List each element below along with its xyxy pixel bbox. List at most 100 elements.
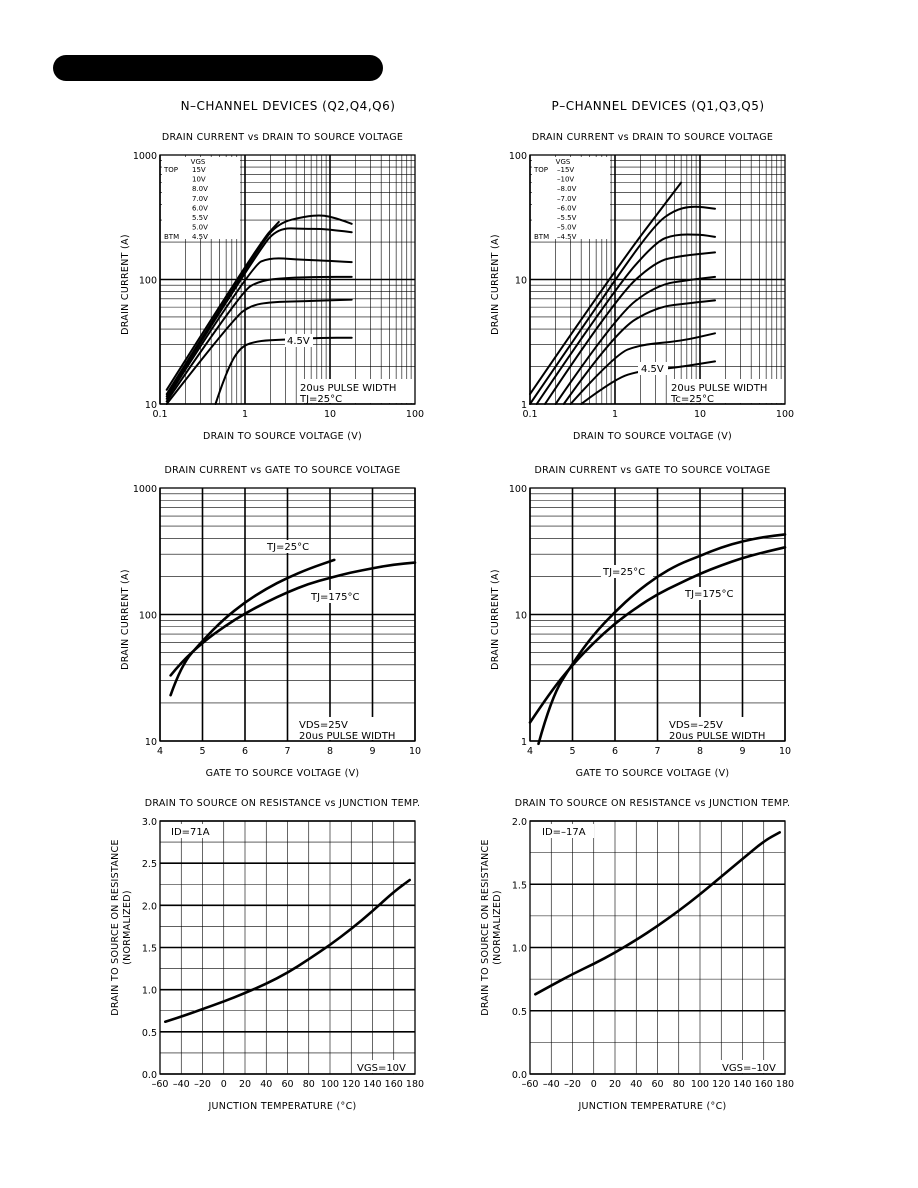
note-background (668, 379, 784, 403)
y-tick-label: 2.0 (142, 901, 157, 912)
chart-annotation: TJ=175°C (310, 592, 360, 603)
x-axis-label: DRAIN TO SOURCE VOLTAGE (V) (573, 431, 732, 442)
x-tick-label: 7 (284, 746, 290, 757)
chart-title: DRAIN CURRENT vs GATE TO SOURCE VOLTAGE (534, 465, 770, 476)
legend-entry: –7.0V (557, 195, 577, 203)
y-axis-label: DRAIN CURRENT (A) (490, 569, 501, 670)
legend-entry: 4.5V (192, 233, 208, 241)
x-tick-label: 0 (221, 1079, 227, 1090)
x-tick-label: 4 (527, 746, 533, 757)
label-background (601, 565, 653, 578)
legend-title: VGS (556, 158, 571, 166)
chart-title: DRAIN TO SOURCE ON RESISTANCE vs JUNCTIO… (145, 798, 421, 809)
legend-tag: TOP (533, 166, 548, 174)
x-tick-label: 60 (281, 1079, 293, 1090)
x-tick-label: 160 (755, 1079, 773, 1090)
x-tick-label: –60 (522, 1079, 539, 1090)
chart-annotation: ID=71A (171, 827, 210, 838)
y-axis-label: DRAIN CURRENT (A) (120, 569, 131, 670)
label-background (683, 587, 741, 600)
y-tick-label: 1.5 (142, 944, 157, 955)
chart-title: DRAIN CURRENT vs GATE TO SOURCE VOLTAGE (164, 465, 400, 476)
chart-annotation: VDS=25V (299, 720, 348, 731)
legend-tag: TOP (163, 166, 178, 174)
x-tick-label: 80 (673, 1079, 685, 1090)
x-tick-label: 140 (363, 1079, 381, 1090)
label-background (285, 334, 313, 347)
x-tick-label: 10 (324, 409, 336, 420)
y-tick-label: 100 (139, 276, 157, 287)
series-line-3 (535, 233, 716, 405)
series-line-2 (529, 205, 716, 405)
chart-annotation: 20us PULSE WIDTH (671, 383, 767, 394)
x-axis-label: JUNCTION TEMPERATURE (°C) (207, 1101, 356, 1112)
y-tick-label: 0.0 (142, 1070, 157, 1081)
chart-annotation: TJ=25°C (602, 567, 645, 578)
series-line-1 (164, 878, 411, 1023)
series-line-2 (165, 214, 353, 396)
series-line-6 (562, 299, 716, 405)
chart-title: DRAIN TO SOURCE ON RESISTANCE vs JUNCTIO… (515, 798, 791, 809)
y-tick-label: 2.5 (142, 859, 157, 870)
plot-frame (529, 487, 786, 742)
chart-p-transfer: 4 5 6 7 8 9 10 1 10 100 DRAIN CURRENT vs GATE TO S… (490, 465, 791, 779)
x-tick-label: 0 (591, 1079, 597, 1090)
y-tick-label: 0.5 (512, 1007, 527, 1018)
x-tick-label: 8 (327, 746, 333, 757)
x-tick-label: 140 (733, 1079, 751, 1090)
legend-entry: –5.5V (557, 214, 577, 222)
y-tick-label: 1.0 (142, 986, 157, 997)
chart-annotation: TJ=175°C (684, 589, 734, 600)
legend-background (532, 157, 610, 239)
x-tick-label: 10 (779, 746, 791, 757)
legend-title: VGS (191, 158, 206, 166)
legend-entry: –6.0V (557, 204, 577, 212)
label-background (309, 590, 367, 603)
note-background (667, 717, 784, 740)
plot-frame (529, 820, 786, 1075)
note-background (297, 717, 413, 740)
series-line-3 (165, 227, 353, 398)
legend-entry: –10V (557, 176, 574, 184)
chart-annotation: ID=–17A (542, 827, 586, 838)
x-tick-label: 120 (342, 1079, 360, 1090)
x-tick-label: –20 (194, 1079, 211, 1090)
chart-annotation: 20us PULSE WIDTH (299, 731, 395, 742)
chart-title: DRAIN CURRENT vs DRAIN TO SOURCE VOLTAGE (162, 132, 403, 143)
y-tick-label: 0.5 (142, 1028, 157, 1039)
series-line-4 (544, 251, 716, 405)
y-tick-label: 2.0 (512, 817, 527, 828)
legend-entry: 7.0V (192, 195, 208, 203)
x-tick-label: 100 (406, 409, 424, 420)
y-tick-label: 10 (515, 611, 527, 622)
y-tick-label: 10 (145, 400, 157, 411)
x-axis-label: GATE TO SOURCE VOLTAGE (V) (206, 768, 360, 779)
legend-background (162, 157, 240, 239)
plot-frame (159, 154, 416, 405)
y-tick-label: 0.0 (512, 1070, 527, 1081)
x-tick-label: 5 (569, 746, 575, 757)
chart-annotation: VGS=10V (357, 1063, 406, 1074)
chart-annotation: VDS=–25V (669, 720, 723, 731)
chart-annotation: TJ=25°C (266, 542, 309, 553)
chart-n-rdson: –60 –40 –20 0 20 40 60 80 100 120 140 160 180 0.0 0.5 1… (110, 798, 424, 1112)
chart-annotation: 20us PULSE WIDTH (669, 731, 765, 742)
y-axis-label: DRAIN TO SOURCE ON RESISTANCE (480, 839, 491, 1016)
series-line-2 (528, 546, 787, 724)
y-tick-label: 1000 (133, 151, 157, 162)
x-tick-label: –20 (564, 1079, 581, 1090)
legend-entry: –8.0V (557, 185, 577, 193)
y-tick-label: 1000 (133, 484, 157, 495)
x-tick-label: 20 (239, 1079, 251, 1090)
plot-frame (159, 487, 416, 742)
series-line-1 (169, 558, 336, 697)
legend-entry: 5.0V (192, 224, 208, 232)
y-tick-label: 1 (521, 737, 527, 748)
x-tick-label: 40 (630, 1079, 642, 1090)
x-tick-label: 100 (321, 1079, 339, 1090)
x-tick-label: 9 (369, 746, 375, 757)
y-tick-label: 3.0 (142, 817, 157, 828)
label-background (638, 362, 668, 375)
label-background (720, 1060, 784, 1073)
